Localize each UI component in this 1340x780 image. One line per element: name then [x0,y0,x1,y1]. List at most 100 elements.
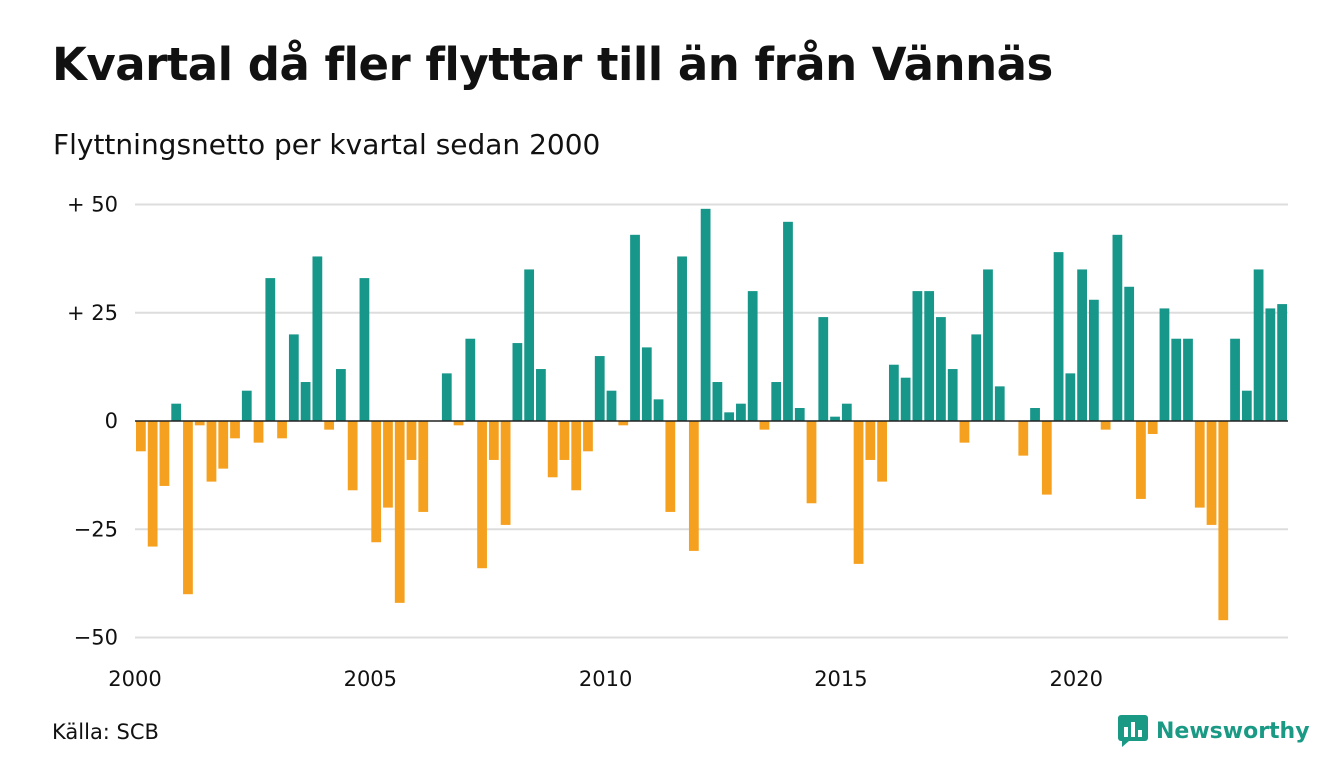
bar [394,421,405,603]
bar [1018,421,1029,456]
bar [418,421,429,512]
bar [1088,299,1099,421]
bar [441,373,452,421]
bar [359,278,370,421]
bar-chart: + 50 + 25 0 −25 −50 2000 2005 2010 2015 2020 [67,193,1288,691]
bar [818,317,829,421]
bar [736,403,746,421]
bar [841,403,852,421]
bar [1265,308,1276,421]
bar [571,421,582,491]
bar [1136,421,1146,499]
bar [688,421,699,551]
bar [147,421,158,547]
bar [1100,421,1111,430]
bar [183,421,193,595]
bar [924,291,935,421]
bar [253,421,264,443]
y-tick-label: −25 [74,517,118,541]
bar [288,334,299,421]
y-tick-label: + 25 [67,301,118,325]
y-tick-label: 0 [105,409,118,433]
bar [524,269,535,421]
bar [959,421,970,443]
bar [936,317,946,421]
bar [1159,308,1170,421]
bar [1230,338,1240,421]
bar [712,382,723,421]
source-label: Källa: SCB [52,720,159,744]
bar [641,347,652,421]
bar [347,421,358,491]
bar [994,386,1005,421]
bar [900,377,911,421]
bars [136,208,1287,621]
bar [1253,269,1264,421]
bar [912,291,923,421]
bar [947,369,958,421]
y-axis-ticks: + 50 + 25 0 −25 −50 [67,193,118,650]
bar [477,421,487,569]
bar [583,421,593,452]
bar [665,421,676,512]
bar [606,390,617,421]
bar [677,256,687,421]
bar [336,369,346,421]
bar [206,421,217,482]
bar [383,421,393,508]
brand-logo: Newsworthy [1118,714,1310,748]
bar [500,421,511,525]
bar [1194,421,1205,508]
x-tick-label: 2010 [579,667,632,691]
bar [324,421,335,430]
bar [218,421,229,469]
bar [747,291,758,421]
bar [1277,304,1287,421]
bar [759,421,770,430]
bar [700,208,711,421]
bar [312,256,323,421]
x-tick-label: 2005 [344,667,397,691]
bar [1241,390,1252,421]
bar [1077,269,1087,421]
bar [1147,421,1158,434]
bar [136,421,146,452]
chart-title: Kvartal då fler flyttar till än från Vän… [52,38,1053,91]
chart-subtitle: Flyttningsnetto per kvartal sedan 2000 [53,128,601,161]
bar [865,421,876,460]
bar [171,403,182,421]
bar [159,421,170,486]
x-tick-label: 2020 [1049,667,1102,691]
x-axis-ticks: 2000 2005 2010 2015 2020 [108,667,1103,691]
bar [265,278,276,421]
bar [983,269,993,421]
bar [1218,421,1229,621]
bar [1053,252,1064,421]
bar [536,369,546,421]
bar [1041,421,1052,495]
bar [465,338,476,421]
bar [1206,421,1217,525]
bar [888,364,899,421]
bar [1065,373,1076,421]
bar [971,334,982,421]
bar [771,382,782,421]
bar [830,416,840,421]
bar [277,421,287,439]
x-tick-label: 2000 [108,667,161,691]
bar [653,399,664,421]
bar [241,390,252,421]
bar [618,421,629,426]
bar [794,408,805,421]
bar [1183,338,1193,421]
bar [594,356,605,421]
bar [406,421,417,460]
bar [488,421,499,460]
y-tick-label: + 50 [67,193,118,217]
bar [230,421,240,439]
bar [806,421,817,504]
bar [453,421,464,426]
bar [1112,234,1123,421]
bar [877,421,887,482]
bar [783,221,793,421]
